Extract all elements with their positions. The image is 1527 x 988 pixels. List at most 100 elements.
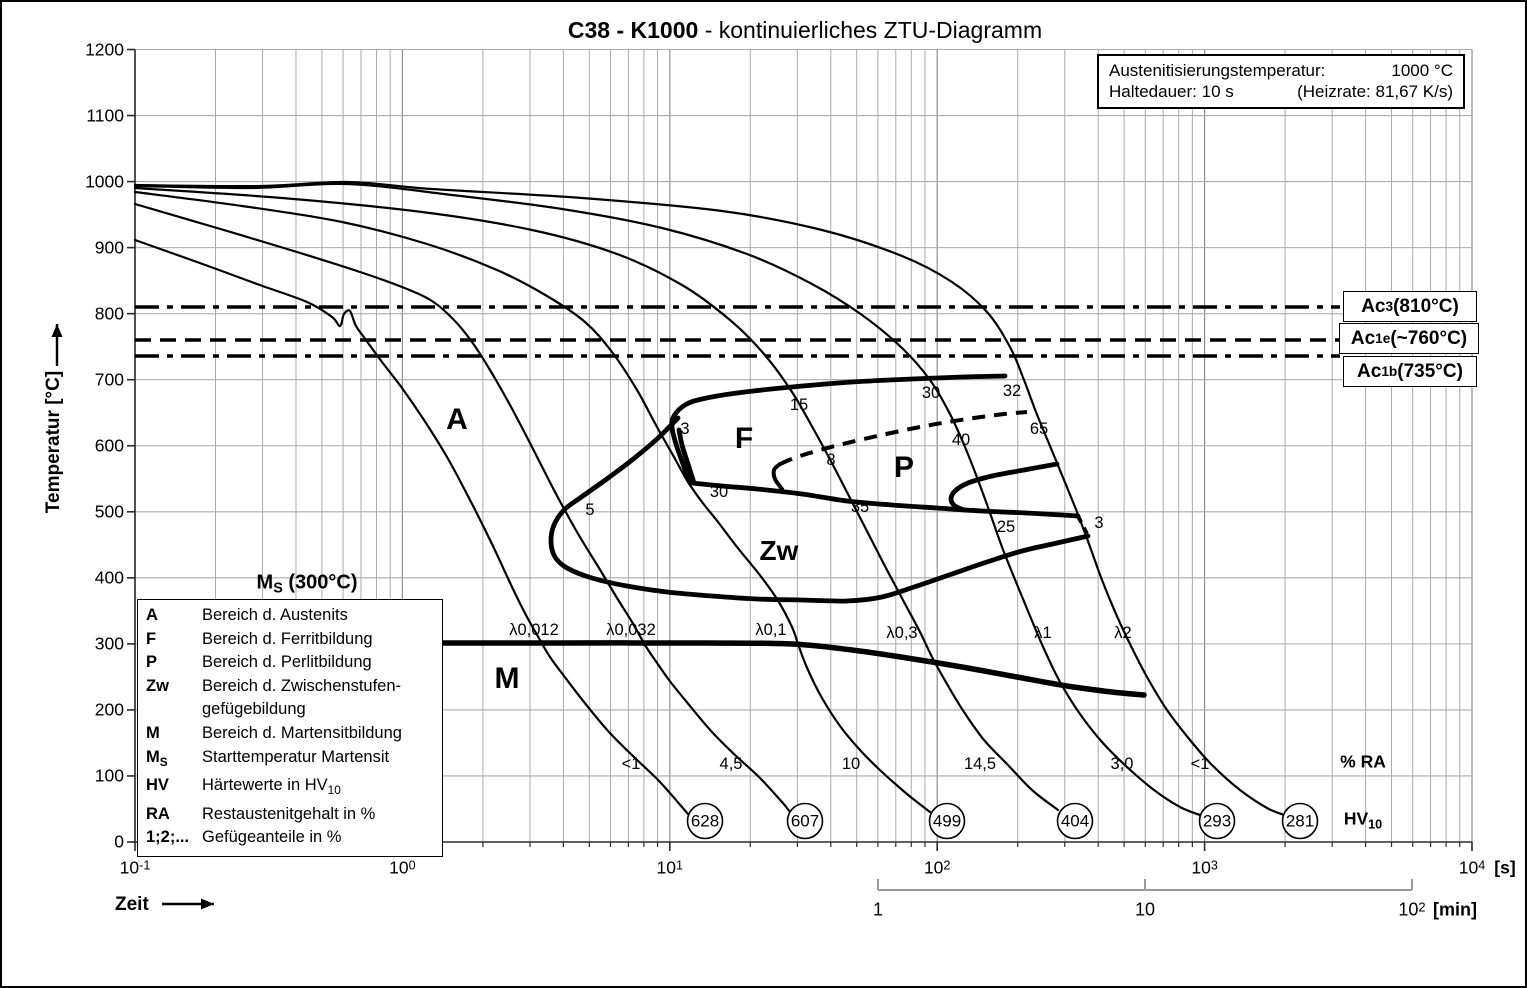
ms-line [439, 640, 1147, 698]
legend-term: P [146, 653, 158, 672]
x-axis-title: Zeit [115, 894, 149, 915]
ac-temperature-label-1: Ac 1e (~760°C) [1339, 323, 1479, 354]
pearlite-start-hook [771, 462, 784, 491]
ferrite-start-inner [676, 427, 697, 486]
phase-fraction-label: 5 [585, 500, 595, 519]
region-label-A: A [446, 403, 468, 436]
hv-circle [686, 802, 724, 840]
legend-row: F Bereich d. Ferritbildung [146, 628, 438, 652]
x-tick-label: 101 [656, 857, 684, 878]
region-label-M: M [494, 662, 520, 695]
hv-value-label: 607 [790, 811, 820, 831]
region-label-Zw: Zw [759, 535, 799, 566]
page-title: C38 - K1000 - kontinuierliches ZTU-Diagr… [568, 17, 1042, 44]
legend-description: Restaustenitgehalt in % [202, 804, 376, 823]
pearlite-start-dashed [779, 410, 1028, 466]
y-tick-label: 400 [94, 567, 124, 588]
retained-austenite-value: 3,0 [1110, 754, 1134, 773]
legend-row: A Bereich d. Austenits [146, 604, 438, 628]
hv-value-label: 293 [1202, 811, 1232, 831]
legend-term: F [146, 629, 157, 648]
y-tick-label: 700 [94, 369, 124, 390]
legend-term: A [146, 606, 158, 624]
region-label-F: F [734, 422, 754, 455]
x-tick-label: 100 [389, 857, 416, 878]
phase-fraction-label: 25 [996, 517, 1016, 536]
legend-term: HV [146, 776, 169, 795]
x-axis-unit-label: [s] [1494, 857, 1516, 878]
legend-term: RA [146, 804, 170, 823]
lambda-cooling-rate-label: λ0,032 [606, 620, 656, 639]
y-tick-label: 900 [94, 237, 124, 258]
y-tick-label: 100 [94, 765, 124, 786]
region-label-MSC: MS (300°C) [256, 571, 358, 597]
retained-austenite-value: <1 [1190, 754, 1210, 773]
legend-term [146, 698, 202, 722]
minutes-tick-label: 1 [872, 899, 884, 920]
legend-description: Härtewerte in HV10 [202, 776, 341, 798]
austenitization-value: 1000 °C [1391, 60, 1453, 80]
retained-austenite-unit-label: % RA [1340, 751, 1386, 772]
minutes-tick-label: 10 [1134, 899, 1156, 920]
legend-description: Bereich d. Perlitbildung [202, 653, 372, 672]
phase-fraction-label: 40 [951, 430, 971, 449]
hv-value-label: 404 [1060, 811, 1090, 831]
y-tick-label: 0 [114, 831, 124, 852]
phase-fraction-label: 8 [826, 450, 836, 469]
phase-fraction-label: 30 [709, 482, 729, 501]
cooling-curve-lambda-0-032 [133, 202, 792, 814]
legend-row: HV Härtewerte in HV10 [146, 774, 438, 803]
austenitization-label: Austenitisierungstemperatur: [1109, 60, 1326, 80]
retained-austenite-value: <1 [621, 754, 641, 773]
axis-arrow-head [51, 324, 63, 337]
lambda-cooling-rate-label: λ0,012 [509, 620, 559, 639]
hv-circle [786, 802, 824, 840]
hv-circle [1198, 802, 1236, 840]
lambda-cooling-rate-label: λ2 [1114, 623, 1132, 642]
legend-row: M Bereich d. Martensitbildung [146, 722, 438, 746]
minutes-axis-unit-label: [min] [1433, 899, 1477, 920]
hardness-unit-label: HV10 [1343, 808, 1383, 832]
legend-term: 1;2;... [146, 828, 190, 847]
hv-value-label: 499 [932, 811, 962, 831]
legend-row: gefügebildung [146, 698, 438, 722]
holding-label: Haltedauer: 10 s [1109, 82, 1234, 102]
phase-fraction-label: 30 [921, 383, 941, 402]
y-tick-label: 500 [94, 501, 124, 522]
legend-row: RA Restaustenitgehalt in % [146, 803, 438, 827]
zw-corner-dashed [1076, 515, 1090, 537]
cooling-curve-lambda-0-1 [133, 190, 932, 814]
cooling-curve-lambda-0-012 [133, 238, 690, 816]
phase-fraction-label: 65 [1029, 419, 1049, 438]
phase-fraction-label: 3 [680, 419, 690, 438]
y-tick-label: 1200 [85, 39, 124, 59]
retained-austenite-value: 14,5 [963, 754, 997, 773]
hv-circle [928, 802, 966, 840]
cooling-curve-lambda-1 [133, 182, 1202, 817]
axis-arrow-head [201, 898, 214, 910]
lambda-cooling-rate-label: λ0,3 [886, 623, 918, 642]
ferrite-start-boundary [669, 373, 1008, 486]
legend-row: Zw Bereich d. Zwischenstufen- [146, 675, 438, 699]
phase-fraction-label: 15 [789, 395, 809, 414]
info-row-austenitization: Austenitisierungstemperatur: 1000 °C [1109, 61, 1453, 81]
legend-description: gefügebildung [202, 700, 306, 719]
legend-box: A Bereich d. Austenits F Bereich d. Ferritb… [137, 599, 443, 857]
hv-circle [1056, 802, 1094, 840]
lambda-cooling-rate-label: λ1 [1034, 623, 1052, 642]
x-tick-label: 102 [923, 857, 951, 878]
hv-value-label: 628 [690, 811, 720, 831]
y-axis-title: Temperatur [°C] [43, 370, 64, 514]
legend-description: Starttemperatur Martensit [202, 747, 390, 766]
legend-row: 1;2;... Gefügeanteile in % [146, 826, 438, 850]
phase-fraction-label: 35 [850, 497, 870, 516]
legend-term: MS [146, 747, 168, 769]
y-tick-label: 200 [94, 699, 124, 720]
lambda-cooling-rate-label: λ0,1 [755, 620, 787, 639]
phase-fraction-label: 32 [1002, 381, 1022, 400]
retained-austenite-value: 4,5 [719, 754, 743, 773]
legend-term: Zw [146, 676, 169, 695]
title-steel-grade: C38 - K1000 [567, 17, 699, 43]
austenitization-info-box: Austenitisierungstemperatur: 1000 °C Hal… [1097, 54, 1465, 109]
